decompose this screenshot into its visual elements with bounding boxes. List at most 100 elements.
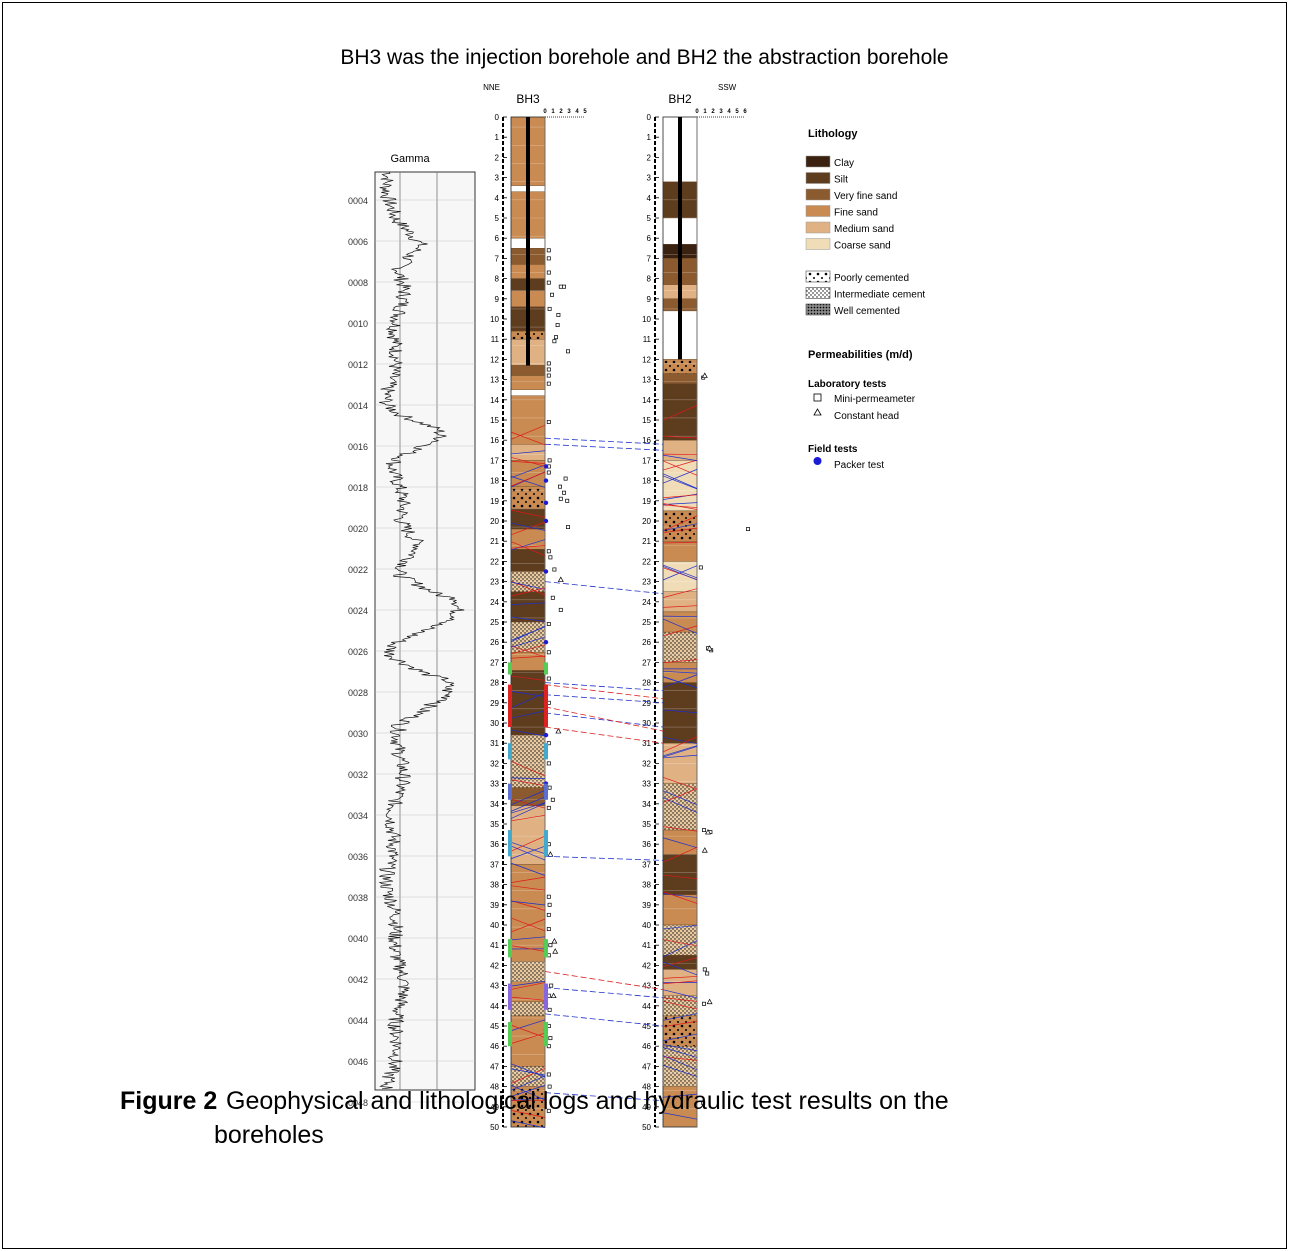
bh3-mini-permeameter-point [550,292,554,297]
bh3-scale-label: 5 [583,109,587,115]
bh2-depth-label: 6 [647,234,652,243]
bh3-mini-permeameter-point [554,335,558,340]
fracture-line [510,587,546,597]
bh3-constant-head-point [552,948,559,954]
bh3-packer-point [543,464,549,469]
bh3-depth-label: 13 [490,376,499,385]
gamma-depth-label: 0042 [348,975,368,985]
bh2-depth-label: 19 [642,497,651,506]
correlation-line-blue [544,1092,664,1102]
bh2-depth-label: 10 [642,315,651,324]
bh2-depth-label: 28 [642,679,651,688]
fracture-line [510,761,546,777]
bh2-depth-label: 26 [642,638,651,647]
bh2-depth-label: 45 [642,1022,651,1031]
fracture-line [662,588,698,598]
bh3-test-interval [508,662,512,675]
bh2-layer [662,611,698,633]
bh2-scale-label: 3 [719,109,723,115]
fracture-line [510,1068,546,1076]
bh2-scale-label: 4 [727,109,731,115]
fracture-line [662,776,698,790]
bh2-depth-label: 12 [642,355,651,364]
bh2-depth-label: 7 [647,254,652,263]
bh3-depth-label: 4 [495,194,500,203]
bh2-depth-label: 16 [642,436,651,445]
bh3-scale-label: 3 [567,109,571,115]
legend-permeability-title: Permeabilities (m/d) [808,349,913,361]
legend-square-icon [813,393,822,402]
bh2-scale-label: 1 [703,109,707,115]
fracture-line [662,1112,698,1120]
fracture-line [662,1033,698,1042]
fracture-line [662,670,698,674]
bh3-mini-permeameter-point [549,983,554,988]
bh3-mini-permeameter-point [546,280,551,285]
bh3-constant-head-point [550,992,557,999]
correlation-line-blue [544,682,664,692]
bh3-mini-permeameter-point [546,420,551,424]
bh2-depth-label: 38 [642,881,651,890]
bh3-depth-label: 32 [490,759,499,768]
fracture-line [662,837,698,849]
fracture-line [510,980,546,987]
fracture-line [662,826,698,832]
bh3-mini-permeameter-point [546,256,551,261]
fracture-line [510,796,546,812]
gamma-depth-label: 0032 [348,770,368,780]
correlation-line-blue [544,581,664,595]
fracture-line [510,1120,546,1129]
bh3-mini-permeameter-point [548,555,553,560]
bh2-depth-label: 49 [642,1103,651,1112]
fracture-line [510,1063,546,1078]
fracture-line [510,645,546,658]
bh2-depth-label: 41 [642,941,651,950]
fracture-line [662,504,698,508]
fracture-line [510,644,546,655]
bh3-layer [510,787,546,807]
bh2-mini-permeameter-point [705,971,710,976]
fracture-line [510,802,546,814]
bh3-mini-permeameter-point [552,567,557,572]
bh2-depth-label: 20 [642,517,651,526]
bh3-test-interval [508,983,512,1010]
bh2-layer [662,924,698,956]
bh2-depth-label: 24 [642,598,651,607]
bh2-name: BH2 [668,92,692,106]
fracture-line [662,997,698,1002]
legend-swatch [805,221,831,234]
gamma-trace [378,171,465,1090]
bh3-layer [510,864,546,962]
bh3-layer [510,395,546,445]
bh2-depth-label: 0 [647,113,652,122]
fracture-line [510,616,546,622]
bh2-layer [662,894,698,926]
fracture-line [662,891,698,904]
fracture-line [662,1055,698,1071]
bh2-depth-label: 14 [642,396,651,405]
fracture-line [510,885,546,891]
fracture-line [510,464,546,479]
gamma-depth-label: 0034 [348,811,368,821]
fracture-line [510,1067,546,1084]
correlation-line-blue [544,855,664,861]
bh2-depth-label: 18 [642,477,651,486]
bh3-depth-label: 2 [495,153,500,162]
bh3-depth-label: 24 [490,598,499,607]
fracture-line [662,605,698,608]
bh3-depth-label: 3 [495,174,500,183]
gamma-depth-label: 0048 [348,1098,368,1108]
fracture-line [510,841,546,855]
bh3-depth-label: 29 [490,699,499,708]
bh3-depth-label: 34 [490,800,499,809]
bh3-layer [510,734,546,788]
fracture-line [662,736,698,753]
bh3-layer [510,805,546,865]
bh2-depth-label: 2 [647,153,652,162]
bh3-layer [510,1015,546,1067]
fracture-line [662,939,698,947]
correlation-line-blue [544,443,664,451]
bh2-layer [662,682,698,744]
bh3-depth-label: 6 [495,234,500,243]
